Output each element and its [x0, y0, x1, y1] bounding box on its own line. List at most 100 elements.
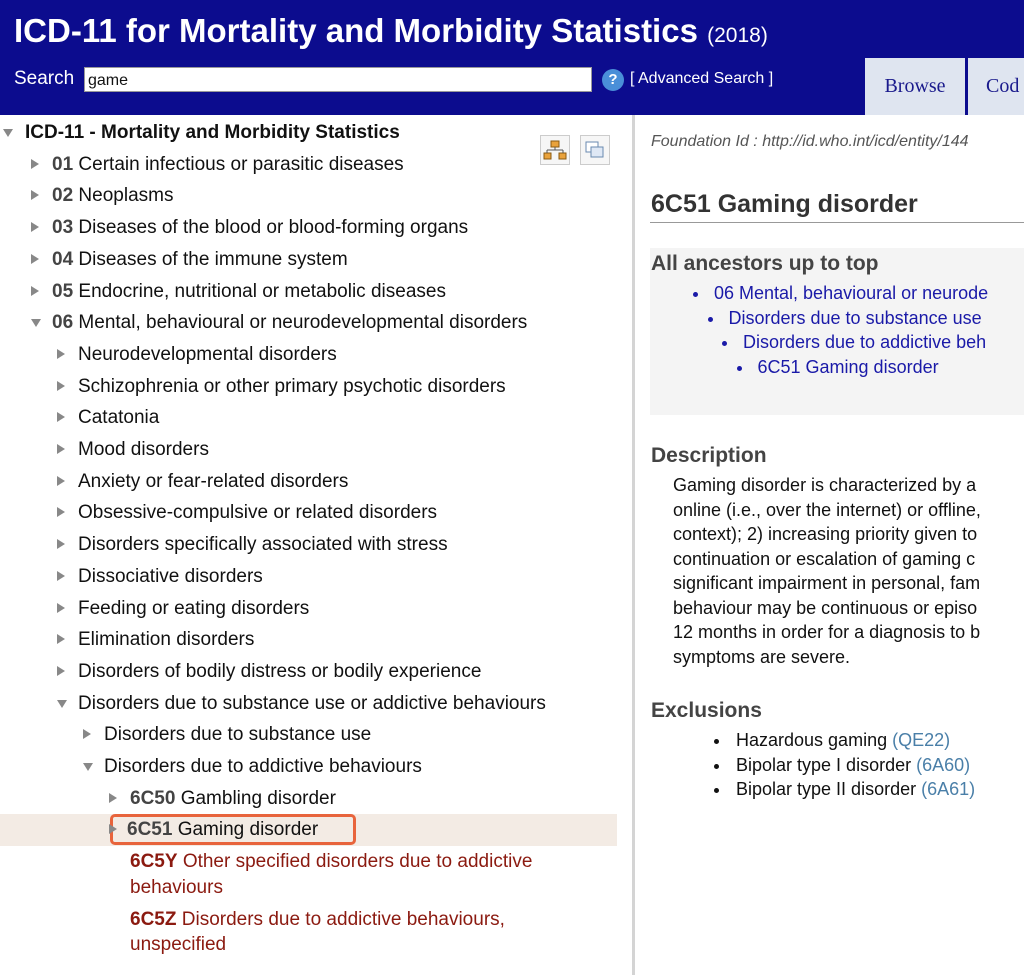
- tree-node[interactable]: 04 Diseases of the immune system: [0, 244, 617, 276]
- collapse-icon: [57, 602, 65, 613]
- node-code: 6C5Y: [130, 851, 178, 873]
- exclusion-label: Bipolar type I disorder: [736, 754, 912, 775]
- tree-node[interactable]: 06 Mental, behavioural or neurodevelopme…: [0, 307, 617, 339]
- tree-node[interactable]: 01 Certain infectious or parasitic disea…: [0, 149, 617, 181]
- bullet: [722, 341, 727, 346]
- title-rule: [650, 222, 1024, 223]
- title-year: (2018): [707, 24, 768, 47]
- foundation-id: Foundation Id : http://id.who.int/icd/en…: [651, 133, 969, 150]
- collapse-icon: [57, 475, 65, 486]
- collapse-icon: [57, 380, 65, 391]
- node-label: Endocrine, nutritional or metabolic dise…: [78, 280, 446, 302]
- tree-node[interactable]: Catatonia: [0, 402, 617, 434]
- tree-node[interactable]: Dissociative disorders: [0, 561, 617, 593]
- description-line: continuation or escalation of gaming c: [673, 548, 976, 569]
- tree-node[interactable]: Neurodevelopmental disorders: [0, 339, 617, 371]
- collapse-icon: [57, 665, 65, 676]
- expand-icon: [83, 763, 93, 772]
- node-label: Other specified disorders due to addicti…: [130, 851, 533, 898]
- tree-node[interactable]: 6C50 Gambling disorder: [0, 783, 617, 815]
- node-label: Anxiety or fear-related disorders: [78, 470, 349, 492]
- ancestors-box: [650, 248, 1024, 415]
- search-input[interactable]: game: [84, 67, 592, 92]
- description-heading: Description: [651, 444, 767, 467]
- help-button[interactable]: ?: [602, 69, 624, 91]
- ancestor-link[interactable]: 6C51 Gaming disorder: [757, 356, 939, 377]
- browse-tab[interactable]: Browse: [865, 58, 965, 115]
- entity-title: 6C51 Gaming disorder: [651, 190, 918, 218]
- tree-node[interactable]: 6C5Y Other specified disorders due to ad…: [0, 846, 617, 903]
- selected-highlight: 6C51 Gaming disorder: [110, 814, 357, 846]
- exclusion-label: Bipolar type II disorder: [736, 779, 917, 799]
- exclusion-code[interactable]: (6A60): [916, 754, 971, 775]
- advanced-search-link[interactable]: [ Advanced Search ]: [630, 70, 774, 87]
- tree-node[interactable]: Disorders specifically associated with s…: [0, 529, 617, 561]
- node-code: 02: [52, 185, 74, 207]
- coding-tab[interactable]: Cod: [968, 58, 1024, 115]
- tree-node[interactable]: Disorders due to substance use or addict…: [0, 688, 617, 720]
- node-code: 06: [52, 312, 74, 334]
- collapse-icon: [57, 507, 65, 518]
- tree: ICD-11 - Mortality and Morbidity Statist…: [0, 117, 617, 961]
- tree-node[interactable]: Feeding or eating disorders: [0, 593, 617, 625]
- expand-icon: [3, 129, 13, 137]
- description-line: Gaming disorder is characterized by a: [673, 475, 977, 495]
- exclusions-heading: Exclusions: [651, 699, 762, 722]
- tree-node[interactable]: 6C51 Gaming disorder: [0, 814, 617, 847]
- tree-node[interactable]: Obsessive-compulsive or related disorder…: [0, 497, 617, 529]
- tree-node[interactable]: 03 Diseases of the blood or blood-formin…: [0, 212, 617, 244]
- tree-node[interactable]: 6C5Z Disorders due to addictive behaviou…: [0, 904, 617, 961]
- collapse-icon: [57, 539, 65, 550]
- node-code: 03: [52, 217, 74, 239]
- exclusion-code[interactable]: (6A61): [921, 779, 976, 799]
- node-label: Elimination disorders: [78, 629, 255, 651]
- node-code: 05: [52, 280, 74, 302]
- collapse-icon: [57, 570, 65, 581]
- bullet: [707, 316, 713, 322]
- node-label: Disorders due to substance use or addict…: [78, 692, 546, 714]
- exclusion-code[interactable]: (QE22): [892, 730, 951, 750]
- node-label: Diseases of the blood or blood-forming o…: [78, 217, 469, 239]
- collapse-icon: [57, 348, 65, 359]
- tree-node[interactable]: Mood disorders: [0, 434, 617, 466]
- ancestor-link[interactable]: Disorders due to addictive beh: [743, 332, 987, 352]
- collapse-icon: [57, 634, 65, 645]
- bullet: [714, 788, 719, 793]
- collapse-icon: [57, 444, 65, 455]
- tree-node[interactable]: 02 Neoplasms: [0, 180, 617, 212]
- ancestor-link[interactable]: 06 Mental, behavioural or neurode: [714, 283, 989, 303]
- description-line: 12 months in order for a diagnosis to b: [673, 622, 981, 642]
- tree-node[interactable]: Disorders due to addictive behaviours: [0, 751, 617, 783]
- search-label: Search: [14, 68, 75, 89]
- collapse-icon: [31, 253, 39, 264]
- description-line: context); 2) increasing priority given t…: [673, 524, 978, 544]
- node-label: Mood disorders: [78, 439, 209, 461]
- expand-icon: [57, 699, 67, 708]
- tree-node[interactable]: Disorders due to substance use: [0, 719, 617, 751]
- node-label: Feeding or eating disorders: [78, 597, 310, 619]
- tree-node[interactable]: Schizophrenia or other primary psychotic…: [0, 371, 617, 403]
- tree-node[interactable]: Disorders of bodily distress or bodily e…: [0, 656, 617, 688]
- hierarchy-icon[interactable]: [540, 135, 570, 165]
- tree-root[interactable]: ICD-11 - Mortality and Morbidity Statist…: [0, 117, 617, 149]
- copy-icon[interactable]: [580, 135, 610, 165]
- node-label: Dissociative disorders: [78, 565, 263, 587]
- tree-node[interactable]: Elimination disorders: [0, 624, 617, 656]
- exclusion-label: Hazardous gaming: [736, 730, 888, 750]
- collapse-icon: [109, 792, 117, 803]
- tree-node[interactable]: Anxiety or fear-related disorders: [0, 466, 617, 498]
- node-label: Gaming disorder: [177, 819, 319, 841]
- tree-node[interactable]: 05 Endocrine, nutritional or metabolic d…: [0, 276, 617, 308]
- app-title: ICD-11 for Mortality and Morbidity Stati…: [14, 12, 768, 50]
- collapse-icon: [83, 729, 91, 740]
- ancestor-link[interactable]: Disorders due to substance use: [728, 307, 982, 328]
- collapse-icon: [31, 158, 39, 169]
- node-code: 6C5Z: [130, 908, 177, 930]
- root-label: ICD-11 - Mortality and Morbidity Statist…: [25, 122, 400, 143]
- node-label: Diseases of the immune system: [78, 248, 348, 270]
- panel-divider: [632, 115, 635, 975]
- bullet: [714, 763, 719, 769]
- node-label: Disorders due to substance use: [104, 724, 372, 746]
- hierarchy-glyph: [543, 140, 567, 160]
